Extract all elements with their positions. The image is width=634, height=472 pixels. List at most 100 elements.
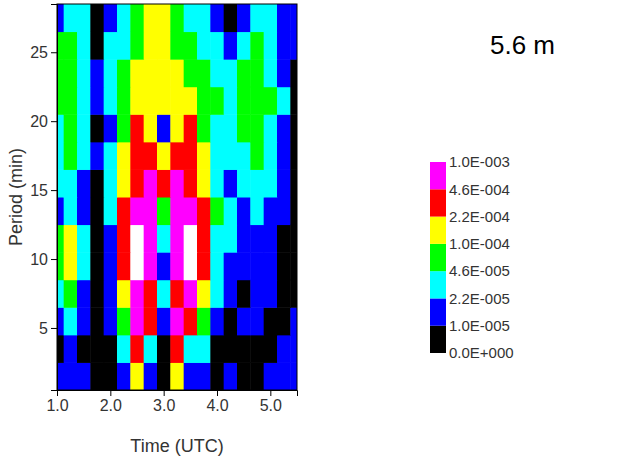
- cell: [117, 225, 131, 253]
- cell: [57, 362, 64, 390]
- cell: [117, 362, 131, 390]
- cell: [210, 197, 224, 225]
- cell: [184, 335, 198, 363]
- cell: [250, 87, 264, 115]
- colorbar-swatch: [430, 298, 446, 325]
- cell: [250, 114, 264, 142]
- cell: [264, 225, 278, 253]
- y-axis: 510152025: [30, 5, 57, 391]
- cell: [170, 280, 184, 308]
- cell: [250, 59, 264, 87]
- x-tick-label: 1.0: [46, 397, 68, 414]
- cell: [117, 87, 131, 115]
- cell: [130, 169, 144, 197]
- cell: [77, 335, 91, 363]
- x-tick-label: 2.0: [100, 397, 122, 414]
- cell: [130, 280, 144, 308]
- cell: [277, 59, 291, 87]
- cell: [117, 59, 131, 87]
- cell: [264, 252, 278, 280]
- cell: [197, 362, 211, 390]
- colorbar-label: 4.6E-005: [449, 262, 510, 279]
- cell: [250, 335, 264, 363]
- cell: [170, 142, 184, 170]
- cell: [57, 252, 64, 280]
- y-tick-mark: [51, 190, 57, 191]
- cell: [64, 252, 78, 280]
- cell: [210, 87, 224, 115]
- cell: [144, 87, 158, 115]
- cell: [184, 362, 198, 390]
- y-tick-label: 10: [30, 251, 48, 268]
- cell: [250, 252, 264, 280]
- colorbar-swatch: [430, 244, 446, 271]
- cell: [277, 142, 291, 170]
- cell: [117, 252, 131, 280]
- cell: [277, 335, 291, 363]
- cell: [277, 225, 291, 253]
- cell: [90, 197, 104, 225]
- x-tick: 1.0: [46, 390, 68, 414]
- cell: [277, 252, 291, 280]
- cell: [117, 335, 131, 363]
- cell: [237, 87, 251, 115]
- y-axis-title: Period (min): [6, 148, 26, 246]
- cell: [290, 4, 297, 32]
- cell: [210, 335, 224, 363]
- y-tick: 15: [30, 182, 57, 199]
- cell: [57, 169, 64, 197]
- colorbar-label: 4.6E-004: [449, 181, 510, 198]
- colorbar-label: 2.2E-005: [449, 290, 510, 307]
- cell: [144, 335, 158, 363]
- x-tick-mark: [164, 390, 165, 396]
- cell: [64, 59, 78, 87]
- cell: [290, 197, 297, 225]
- cell: [290, 142, 297, 170]
- cell: [144, 59, 158, 87]
- cell: [264, 280, 278, 308]
- cell: [57, 4, 64, 32]
- x-axis: 1.02.03.04.05.0: [46, 390, 297, 414]
- cells: [57, 4, 297, 390]
- cell: [64, 225, 78, 253]
- cell: [144, 32, 158, 60]
- cell: [170, 225, 184, 253]
- cell: [144, 114, 158, 142]
- cell: [157, 252, 171, 280]
- cell: [157, 225, 171, 253]
- x-tick: 5.0: [260, 390, 282, 414]
- cell: [277, 197, 291, 225]
- cell: [237, 335, 251, 363]
- y-tick-mark: [51, 121, 57, 122]
- cell: [184, 225, 198, 253]
- cell: [64, 197, 78, 225]
- cell: [64, 142, 78, 170]
- cell: [130, 335, 144, 363]
- cell: [144, 4, 158, 32]
- cell: [197, 252, 211, 280]
- cell: [277, 362, 291, 390]
- cell: [250, 197, 264, 225]
- cell: [57, 59, 64, 87]
- cell: [57, 197, 64, 225]
- x-tick: 4.0: [206, 390, 228, 414]
- cell: [264, 362, 278, 390]
- cell: [117, 142, 131, 170]
- cell: [197, 142, 211, 170]
- cell: [144, 197, 158, 225]
- cell: [224, 307, 238, 335]
- cell: [170, 252, 184, 280]
- x-tick-mark: [110, 390, 111, 396]
- cell: [237, 4, 251, 32]
- cell: [197, 59, 211, 87]
- cell: [277, 4, 291, 32]
- y-tick-mark: [51, 259, 57, 260]
- cell: [117, 4, 131, 32]
- cell: [117, 307, 131, 335]
- cell: [64, 307, 78, 335]
- plot-frame: [57, 4, 297, 390]
- cell: [264, 4, 278, 32]
- cell: [144, 225, 158, 253]
- cell: [104, 252, 118, 280]
- cell: [77, 225, 91, 253]
